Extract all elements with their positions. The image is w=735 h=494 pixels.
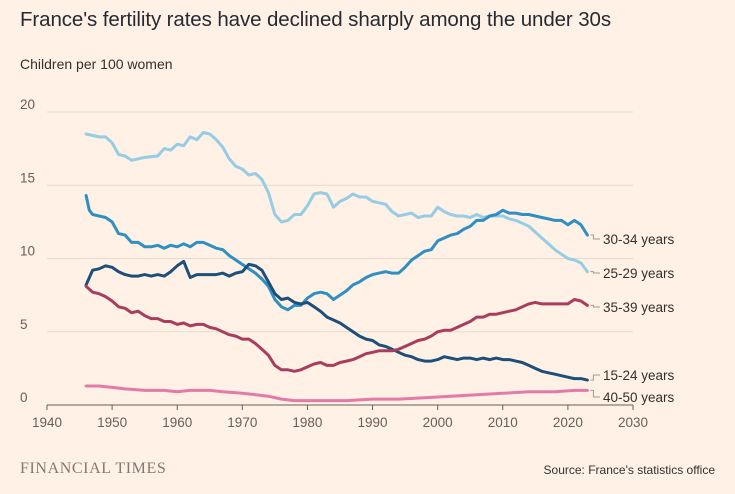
y-tick-label: 10 bbox=[20, 244, 35, 259]
x-tick-label: 1940 bbox=[32, 415, 62, 430]
x-tick-label: 2000 bbox=[423, 415, 453, 430]
x-tick-label: 1960 bbox=[162, 415, 192, 430]
label-connector bbox=[590, 304, 600, 308]
series-line-40-50-years bbox=[84, 384, 589, 403]
x-tick-label: 1990 bbox=[358, 415, 388, 430]
y-tick-label: 20 bbox=[20, 97, 35, 112]
series-label-15-24-years: 15-24 years bbox=[603, 368, 675, 383]
source-note: Source: France's statistics office bbox=[543, 463, 715, 477]
x-tick-label: 1980 bbox=[292, 415, 322, 430]
label-connector bbox=[590, 389, 600, 398]
series-line-35-39-years bbox=[84, 284, 589, 373]
chart-subtitle: Children per 100 women bbox=[20, 56, 173, 72]
series-label-40-50-years: 40-50 years bbox=[603, 390, 675, 405]
chart-title: France's fertility rates have declined s… bbox=[20, 8, 611, 31]
series-lines bbox=[84, 131, 589, 403]
series-labels: 25-29 years 30-34 years 15-24 years 35-39 y… bbox=[590, 232, 675, 405]
x-tick-label: 1950 bbox=[97, 415, 127, 430]
y-axis-tick-labels: 0 5 10 15 20 bbox=[20, 97, 35, 405]
x-tick-label: 2010 bbox=[488, 415, 518, 430]
y-tick-label: 15 bbox=[20, 170, 35, 185]
label-connector bbox=[590, 271, 600, 274]
series-line-25-29-years bbox=[84, 131, 589, 274]
x-tick-label: 2020 bbox=[553, 415, 583, 430]
x-tick-label: 1970 bbox=[227, 415, 257, 430]
x-tick-label: 2030 bbox=[618, 415, 648, 430]
brand-logo-text: FINANCIAL TIMES bbox=[20, 460, 167, 477]
label-connector bbox=[590, 374, 600, 381]
series-label-35-39-years: 35-39 years bbox=[603, 300, 675, 315]
gridlines bbox=[47, 111, 633, 406]
series-label-30-34-years: 30-34 years bbox=[603, 232, 675, 247]
x-axis-tick-labels: 1940 1950 1960 1970 1980 1990 2000 2010 2020 2030 bbox=[32, 405, 648, 430]
y-tick-label: 5 bbox=[20, 317, 28, 332]
label-connector bbox=[590, 234, 600, 240]
series-line-15-24-years bbox=[84, 259, 589, 382]
series-line-30-34-years bbox=[84, 194, 589, 312]
series-label-25-29-years: 25-29 years bbox=[603, 266, 675, 281]
y-tick-label: 0 bbox=[20, 390, 28, 405]
